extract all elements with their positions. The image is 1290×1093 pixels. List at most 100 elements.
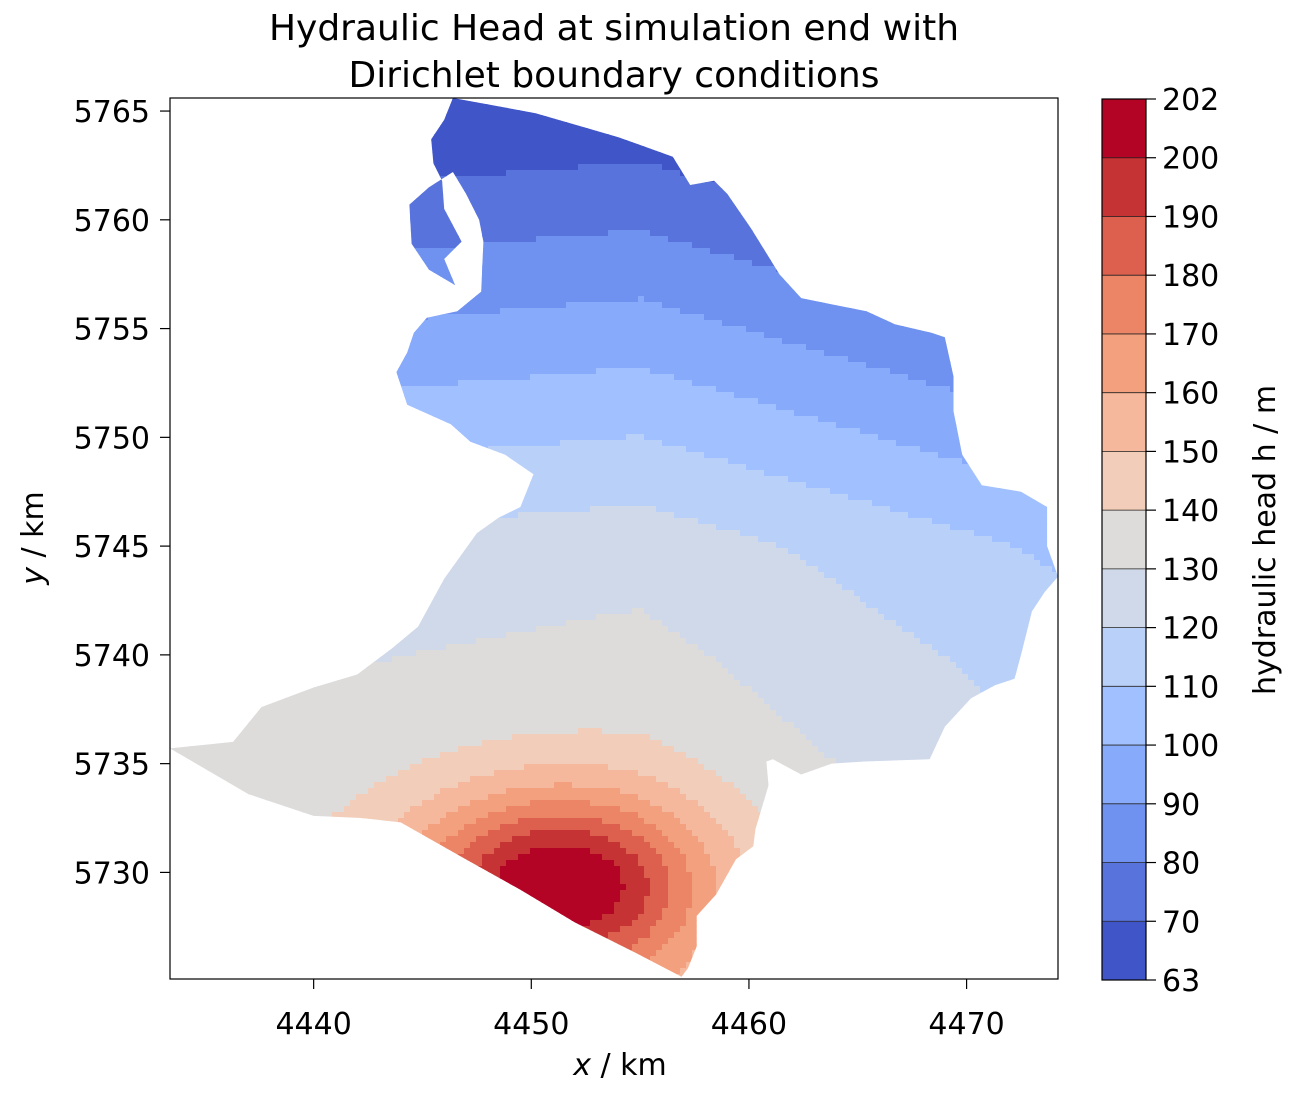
head-cell xyxy=(260,806,267,813)
head-cell xyxy=(320,434,327,441)
head-cell xyxy=(362,194,369,201)
head-cell xyxy=(212,596,219,603)
head-cell xyxy=(266,530,273,537)
head-cell xyxy=(308,776,315,783)
head-cell xyxy=(308,314,315,321)
head-cell xyxy=(338,866,345,873)
head-cell xyxy=(356,488,363,495)
head-cell xyxy=(188,440,195,447)
head-cell xyxy=(188,110,195,117)
head-cell xyxy=(236,950,243,957)
head-cell xyxy=(194,128,201,135)
head-cell xyxy=(224,752,231,759)
head-cell xyxy=(170,716,177,723)
head-cell xyxy=(296,488,303,495)
head-cell xyxy=(308,902,315,909)
head-cell xyxy=(320,128,327,135)
head-cell xyxy=(302,188,309,195)
head-cell xyxy=(200,236,207,243)
head-cell xyxy=(302,260,309,267)
head-cell xyxy=(248,446,255,453)
head-cell xyxy=(290,572,297,579)
head-cell xyxy=(212,638,219,645)
head-cell xyxy=(278,770,285,777)
head-cell xyxy=(176,302,183,309)
head-cell xyxy=(242,152,249,159)
head-cell xyxy=(194,278,201,285)
head-cell xyxy=(302,308,309,315)
head-cell xyxy=(200,872,207,879)
head-cell xyxy=(248,548,255,555)
head-cell xyxy=(290,584,297,591)
head-cell xyxy=(284,344,291,351)
head-cell xyxy=(248,806,255,813)
head-cell xyxy=(224,458,231,465)
head-cell xyxy=(236,206,243,213)
head-cell xyxy=(326,242,333,249)
head-cell xyxy=(194,734,201,741)
head-cell xyxy=(248,674,255,681)
head-cell xyxy=(290,626,297,633)
head-cell xyxy=(302,962,309,969)
head-cell xyxy=(350,968,357,975)
head-cell xyxy=(332,218,339,225)
head-cell xyxy=(350,434,357,441)
head-cell xyxy=(344,722,351,729)
head-cell xyxy=(356,152,363,159)
head-cell xyxy=(188,200,195,207)
head-cell xyxy=(290,446,297,453)
head-cell xyxy=(200,596,207,603)
head-cell xyxy=(350,920,357,927)
head-cell xyxy=(260,884,267,891)
head-cell xyxy=(206,224,213,231)
head-cell xyxy=(272,776,279,783)
head-cell xyxy=(218,878,225,885)
head-cell xyxy=(254,122,261,129)
head-cell xyxy=(356,896,363,903)
head-cell xyxy=(290,464,297,471)
head-cell xyxy=(326,470,333,477)
head-cell xyxy=(170,710,177,717)
head-cell xyxy=(248,908,255,915)
head-cell xyxy=(344,692,351,699)
head-cell xyxy=(170,758,177,765)
head-cell xyxy=(242,956,249,963)
head-cell xyxy=(200,614,207,621)
head-cell xyxy=(194,254,201,261)
head-cell xyxy=(344,290,351,297)
head-cell xyxy=(302,164,309,171)
head-cell xyxy=(236,830,243,837)
head-cell xyxy=(326,380,333,387)
head-cell xyxy=(260,290,267,297)
head-cell xyxy=(206,140,213,147)
head-cell xyxy=(182,212,189,219)
head-cell xyxy=(254,500,261,507)
head-cell xyxy=(326,752,333,759)
head-cell xyxy=(350,476,357,483)
head-cell xyxy=(344,170,351,177)
head-cell xyxy=(188,686,195,693)
head-cell xyxy=(188,218,195,225)
head-cell xyxy=(170,782,177,789)
head-cell xyxy=(338,752,345,759)
head-cell xyxy=(320,848,327,855)
head-cell xyxy=(338,410,345,417)
head-cell xyxy=(266,818,273,825)
head-cell xyxy=(224,848,231,855)
head-cell xyxy=(218,632,225,639)
head-cell xyxy=(242,374,249,381)
head-cell xyxy=(272,920,279,927)
head-cell xyxy=(212,644,219,651)
head-cell xyxy=(326,278,333,285)
head-cell xyxy=(302,728,309,735)
head-cell xyxy=(200,404,207,411)
head-cell xyxy=(296,800,303,807)
head-cell xyxy=(290,950,297,957)
head-cell xyxy=(338,422,345,429)
head-cell xyxy=(224,350,231,357)
head-cell xyxy=(218,500,225,507)
head-cell xyxy=(182,146,189,153)
head-cell xyxy=(308,764,315,771)
head-cell xyxy=(344,728,351,735)
head-cell xyxy=(296,368,303,375)
